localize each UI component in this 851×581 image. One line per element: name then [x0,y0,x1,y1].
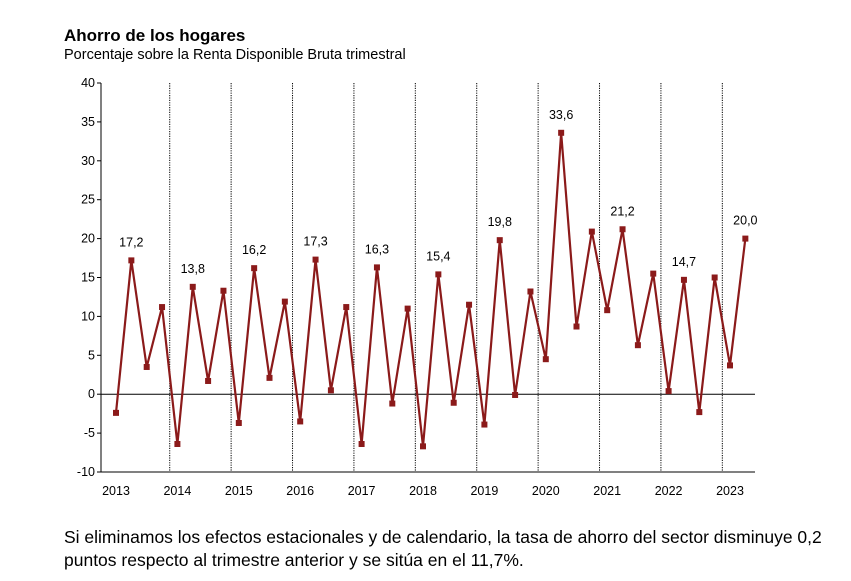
data-point [466,301,473,308]
x-tick-label: 2020 [532,484,560,498]
data-label: 17,2 [119,235,143,249]
data-point [235,419,242,426]
data-point [604,307,611,314]
x-tick-label: 2023 [716,484,744,498]
data-point [327,387,334,394]
data-point [435,271,442,278]
data-point [373,264,380,271]
series [113,129,749,450]
data-point [159,304,166,311]
x-tick-label: 2016 [286,484,314,498]
data-label: 15,4 [426,249,450,263]
y-tick-label: 20 [81,232,95,246]
data-point [312,256,319,263]
data-label: 21,2 [610,204,634,218]
data-point [297,418,304,425]
data-point [558,129,565,136]
data-label: 16,3 [365,242,389,256]
y-tick-label: 30 [81,154,95,168]
data-point [711,274,718,281]
axes [100,83,755,473]
data-label: 13,8 [181,262,205,276]
data-point [727,362,733,369]
y-tick-label: 25 [81,193,95,207]
data-point [205,377,212,384]
data-point [665,388,672,395]
data-point [496,237,503,244]
x-tick-label: 2019 [470,484,498,498]
data-point [742,235,749,242]
data-label: 14,7 [672,255,696,269]
data-point [527,288,534,295]
data-point [588,228,595,235]
x-tick-label: 2022 [655,484,683,498]
y-tick-label: 10 [81,309,95,323]
chart-subtitle: Porcentaje sobre la Renta Disponible Bru… [64,47,406,63]
data-point [481,421,488,428]
data-label: 19,8 [488,215,512,229]
data-label: 16,2 [242,243,266,257]
x-axis-ticks: 2013 2014 2015 2016 2017 2018 2019 2020 2021 2022… [102,484,744,498]
data-point [512,391,519,398]
data-point [450,399,457,406]
data-point [573,323,580,330]
x-tick-label: 2014 [163,484,191,498]
y-tick-label: 35 [81,115,95,129]
y-tick-label: 5 [88,348,95,362]
data-point [220,287,227,294]
data-label: 33,6 [549,108,573,122]
y-axis-ticks: -10 -5 0 5 10 15 20 25 30 35 40 [77,76,101,479]
data-point [251,265,258,272]
data-point [281,298,288,305]
y-tick-label: -10 [77,465,95,479]
data-point [113,409,119,416]
data-label: 17,3 [303,235,327,249]
data-point [542,356,549,363]
x-tick-label: 2015 [225,484,253,498]
y-tick-label: 0 [88,387,95,401]
y-tick-label: 40 [81,76,95,90]
data-point [266,374,273,381]
x-tick-label: 2021 [593,484,621,498]
year-separators [169,83,723,472]
data-point [343,304,350,311]
x-tick-label: 2013 [102,484,130,498]
data-labels: 17,2 13,8 16,2 17,3 16,3 15,4 19,8 33,6 21,2 14,7… [119,108,757,276]
data-point [634,342,641,349]
data-point [680,276,687,283]
data-point [650,270,657,277]
caption-text: Si eliminamos los efectos estacionales y… [64,527,822,570]
data-point [696,409,703,416]
y-tick-label: -5 [84,426,95,440]
data-label: 20,0 [733,214,757,228]
data-point [389,400,396,407]
y-tick-label: 15 [81,271,95,285]
data-point [189,283,196,290]
data-point [128,257,135,264]
data-point [174,440,181,447]
chart-title: Ahorro de los hogares [64,26,246,45]
data-point [420,443,426,450]
x-tick-label: 2018 [409,484,437,498]
data-point [143,363,150,370]
data-point [404,305,411,312]
series-line [114,132,747,447]
data-point [358,440,365,447]
x-tick-label: 2017 [348,484,376,498]
data-point [619,226,626,233]
